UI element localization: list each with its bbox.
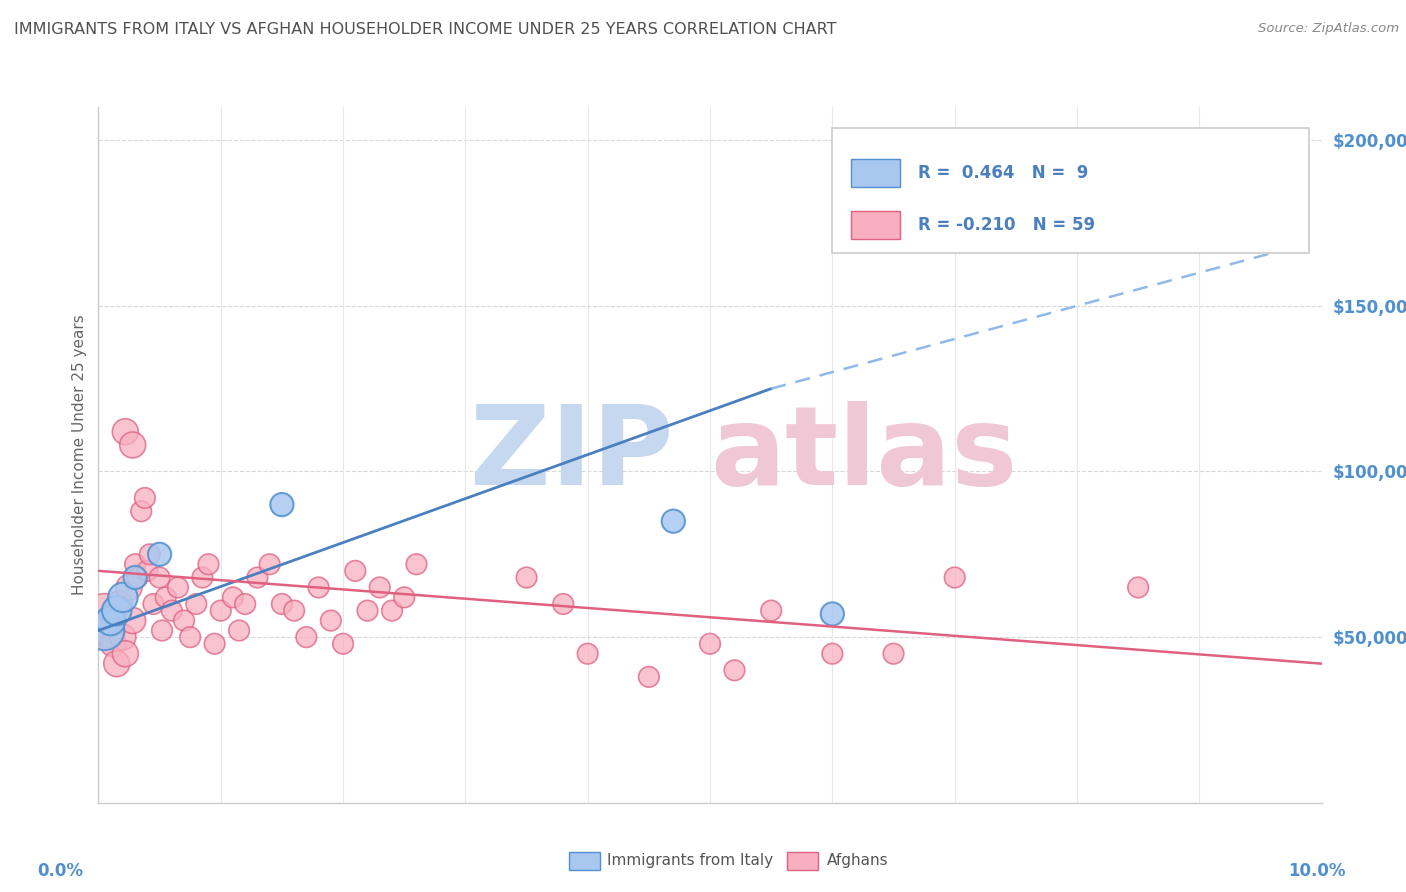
Point [191, 570, 214, 584]
Point [114, 425, 136, 439]
Text: 0.0%: 0.0% [38, 863, 83, 880]
Point [553, 597, 575, 611]
Point [124, 558, 146, 572]
Point [108, 597, 131, 611]
Point [100, 614, 122, 628]
Text: R =  0.464   N =  9: R = 0.464 N = 9 [918, 164, 1088, 182]
Point [943, 570, 966, 584]
Point [723, 663, 745, 677]
Point [105, 604, 128, 618]
Point [167, 581, 190, 595]
Point [405, 558, 427, 572]
Bar [851, 159, 900, 187]
Text: Immigrants from Italy: Immigrants from Italy [607, 854, 773, 868]
Point [233, 597, 256, 611]
Text: Source: ZipAtlas.com: Source: ZipAtlas.com [1258, 22, 1399, 36]
Text: atlas: atlas [710, 401, 1018, 508]
Point [332, 637, 354, 651]
Point [124, 570, 146, 584]
Point [246, 570, 269, 584]
Bar [851, 211, 900, 239]
Text: 10.0%: 10.0% [1289, 863, 1346, 880]
Point [883, 647, 905, 661]
Point [516, 570, 538, 584]
Point [209, 604, 232, 618]
Point [283, 604, 305, 618]
Text: Afghans: Afghans [827, 854, 889, 868]
Point [270, 498, 294, 512]
Point [93, 604, 115, 618]
Point [136, 564, 159, 578]
Point [637, 670, 661, 684]
Point [204, 637, 226, 651]
Point [228, 624, 250, 638]
Point [197, 558, 219, 572]
Point [319, 614, 342, 628]
Point [129, 504, 152, 518]
Point [1128, 581, 1150, 595]
Point [259, 558, 281, 572]
Point [821, 607, 844, 621]
Point [134, 491, 156, 505]
Point [149, 547, 172, 561]
Point [142, 597, 165, 611]
Point [699, 637, 721, 651]
Point [576, 647, 599, 661]
Y-axis label: Householder Income Under 25 years: Householder Income Under 25 years [72, 315, 87, 595]
Point [97, 624, 120, 638]
Point [344, 564, 367, 578]
Point [101, 637, 124, 651]
Point [105, 657, 128, 671]
Point [173, 614, 195, 628]
Point [150, 624, 173, 638]
Point [111, 630, 134, 644]
Point [356, 604, 378, 618]
Point [186, 597, 208, 611]
Point [381, 604, 404, 618]
Text: R = -0.210   N = 59: R = -0.210 N = 59 [918, 217, 1095, 235]
Point [179, 630, 201, 644]
Point [295, 630, 318, 644]
Point [392, 591, 416, 605]
Point [368, 581, 391, 595]
Text: ZIP: ZIP [470, 401, 673, 508]
Point [118, 581, 141, 595]
Point [222, 591, 245, 605]
Point [821, 647, 844, 661]
Point [270, 597, 294, 611]
Point [155, 591, 177, 605]
Point [111, 591, 134, 605]
FancyBboxPatch shape [832, 128, 1309, 253]
Point [114, 647, 136, 661]
Point [121, 438, 143, 452]
Text: IMMIGRANTS FROM ITALY VS AFGHAN HOUSEHOLDER INCOME UNDER 25 YEARS CORRELATION CH: IMMIGRANTS FROM ITALY VS AFGHAN HOUSEHOL… [14, 22, 837, 37]
Point [100, 614, 122, 628]
Point [127, 570, 149, 584]
Point [149, 570, 172, 584]
Point [761, 604, 783, 618]
Point [139, 547, 162, 561]
Point [662, 514, 685, 528]
Point [308, 581, 330, 595]
Point [93, 624, 115, 638]
Point [121, 614, 143, 628]
Point [160, 604, 183, 618]
